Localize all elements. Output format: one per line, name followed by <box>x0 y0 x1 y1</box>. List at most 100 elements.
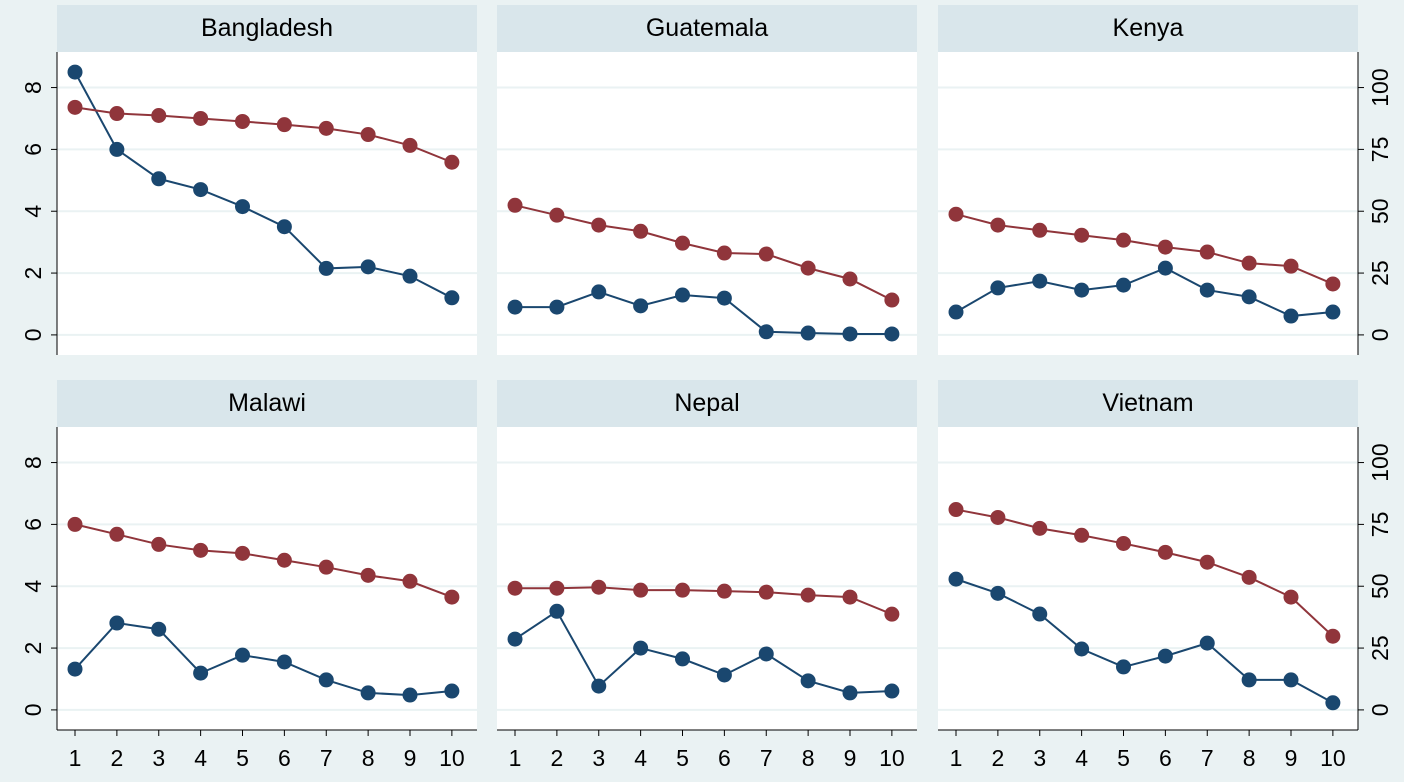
panel-header <box>497 5 917 52</box>
marker <box>318 559 334 575</box>
marker <box>990 585 1006 601</box>
y-tick-label: 2 <box>20 642 46 655</box>
y2-tick-label: 75 <box>1367 512 1393 538</box>
panel-header <box>57 5 477 52</box>
x-tick-label: 7 <box>1201 745 1214 771</box>
marker <box>444 683 460 699</box>
x-tick-label: 8 <box>362 745 375 771</box>
marker <box>591 217 607 233</box>
marker <box>402 268 418 284</box>
series-line <box>515 586 893 616</box>
y2-tick-label: 50 <box>1367 573 1393 599</box>
marker <box>507 299 523 315</box>
marker <box>402 573 418 589</box>
marker <box>151 171 167 187</box>
y2-tick-label: 100 <box>1367 443 1393 481</box>
marker <box>109 526 125 542</box>
marker <box>235 199 251 215</box>
marker <box>1074 527 1090 543</box>
x-tick-label: 4 <box>634 745 647 771</box>
x-tick-label: 10 <box>439 745 465 771</box>
plot-area <box>938 52 1358 355</box>
marker <box>675 582 691 598</box>
marker <box>1325 695 1341 711</box>
y-tick-label: 4 <box>20 580 46 593</box>
y2-tick-label: 50 <box>1367 198 1393 224</box>
x-tick-label: 5 <box>1117 745 1130 771</box>
y2-tick-label: 25 <box>1367 635 1393 661</box>
marker <box>716 667 732 683</box>
series-line <box>74 621 452 697</box>
marker <box>1116 535 1132 551</box>
y2-tick-label: 25 <box>1367 260 1393 286</box>
marker <box>276 219 292 235</box>
y2-tick-label: 0 <box>1367 704 1393 717</box>
marker <box>884 326 900 342</box>
marker <box>193 110 209 126</box>
marker <box>1116 232 1132 248</box>
marker <box>1241 289 1257 305</box>
marker <box>444 154 460 170</box>
y-tick-label: 4 <box>20 205 46 218</box>
panel-header <box>497 380 917 427</box>
series-line <box>514 609 892 694</box>
plot-area <box>57 52 477 355</box>
marker <box>1283 672 1299 688</box>
panel-title: Nepal <box>674 389 739 417</box>
marker <box>507 580 523 596</box>
plot-area <box>497 52 917 355</box>
marker <box>1283 258 1299 274</box>
panel-header <box>938 380 1358 427</box>
x-tick-label: 8 <box>802 745 815 771</box>
marker <box>990 509 1006 525</box>
x-tick-label: 1 <box>509 745 522 771</box>
marker <box>758 246 774 262</box>
x-tick-label: 10 <box>1320 745 1346 771</box>
marker <box>800 673 816 689</box>
marker <box>884 606 900 622</box>
x-tick-label: 10 <box>879 745 905 771</box>
marker <box>1074 282 1090 298</box>
panel-title: Kenya <box>1113 14 1184 42</box>
marker <box>591 678 607 694</box>
marker <box>318 120 334 136</box>
y-tick-label: 8 <box>20 456 46 469</box>
marker <box>193 182 209 198</box>
marker <box>549 207 565 223</box>
x-tick-label: 2 <box>550 745 563 771</box>
marker <box>633 582 649 598</box>
marker <box>1283 589 1299 605</box>
marker <box>948 502 964 518</box>
series-line <box>515 290 892 335</box>
marker <box>884 292 900 308</box>
x-tick-label: 6 <box>1159 745 1172 771</box>
marker <box>990 280 1006 296</box>
x-tick-label: 3 <box>152 745 165 771</box>
panel-title: Vietnam <box>1102 389 1193 417</box>
series-line <box>955 578 1334 704</box>
marker <box>151 108 167 124</box>
marker <box>948 304 964 320</box>
y2-tick-label: 75 <box>1367 137 1393 163</box>
x-tick-label: 6 <box>278 745 291 771</box>
marker <box>675 235 691 251</box>
marker <box>507 631 523 647</box>
marker <box>444 290 460 306</box>
marker <box>549 299 565 315</box>
marker <box>758 324 774 340</box>
marker <box>675 287 691 303</box>
marker <box>1032 273 1048 289</box>
marker <box>842 326 858 342</box>
marker <box>1199 635 1215 651</box>
marker <box>151 536 167 552</box>
x-tick-label: 2 <box>991 745 1004 771</box>
marker <box>360 259 376 275</box>
marker <box>800 587 816 603</box>
marker <box>276 552 292 568</box>
marker <box>591 284 607 300</box>
panel-header <box>938 5 1358 52</box>
marker <box>109 106 125 122</box>
y-tick-label: 2 <box>20 267 46 280</box>
panel-title: Guatemala <box>646 14 768 42</box>
